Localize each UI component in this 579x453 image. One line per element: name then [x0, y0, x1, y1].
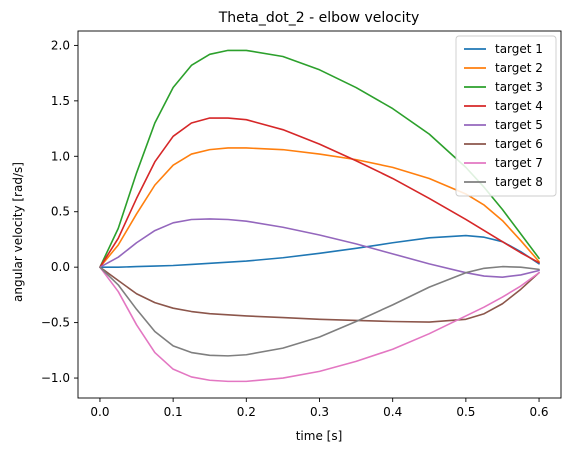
y-tick-label: 1.0: [51, 149, 70, 163]
series-line-6: [99, 266, 540, 323]
y-axis-title: angular velocity [rad/s]: [11, 162, 25, 302]
legend-label-5: target 5: [495, 118, 543, 132]
y-tick-label: −1.0: [41, 371, 70, 385]
x-tick-label: 0.5: [456, 405, 475, 419]
legend-label-6: target 6: [495, 137, 543, 151]
x-tick-label: 0.2: [237, 405, 256, 419]
x-axis-title: time [s]: [296, 429, 343, 443]
legend-box: [455, 35, 557, 197]
series-line-2: [99, 147, 540, 268]
series-line-7: [99, 266, 540, 383]
series-line-8: [99, 265, 540, 357]
y-tick-label: 1.5: [51, 94, 70, 108]
x-tick-label: 0.0: [90, 405, 109, 419]
legend-label-7: target 7: [495, 156, 543, 170]
chart-title: Theta_dot_2 - elbow velocity: [218, 10, 419, 26]
plot-area: [77, 30, 562, 399]
legend-label-4: target 4: [495, 99, 543, 113]
y-tick-label: 0.0: [51, 260, 70, 274]
y-tick-label: −0.5: [41, 316, 70, 330]
x-tick-label: 0.1: [164, 405, 183, 419]
legend-label-8: target 8: [495, 175, 543, 189]
x-tick-label: 0.6: [529, 405, 548, 419]
y-axis: −1.0 −0.5 0.0 0.5 1.0 1.5 2.0: [41, 38, 78, 385]
x-axis: 0.0 0.1 0.2 0.3 0.4 0.5 0.6: [90, 398, 549, 419]
legend-label-3: target 3: [495, 80, 543, 94]
legend-label-2: target 2: [495, 61, 543, 75]
series-line-1: [99, 234, 540, 268]
series-line-4: [99, 117, 540, 268]
x-tick-label: 0.3: [310, 405, 329, 419]
series-line-5: [99, 218, 540, 278]
y-tick-label: 0.5: [51, 205, 70, 219]
legend-label-1: target 1: [495, 42, 543, 56]
legend: target 1 target 2 target 3 target 4 target 5…: [455, 35, 557, 197]
x-tick-label: 0.4: [383, 405, 402, 419]
y-tick-label: 2.0: [51, 38, 70, 52]
